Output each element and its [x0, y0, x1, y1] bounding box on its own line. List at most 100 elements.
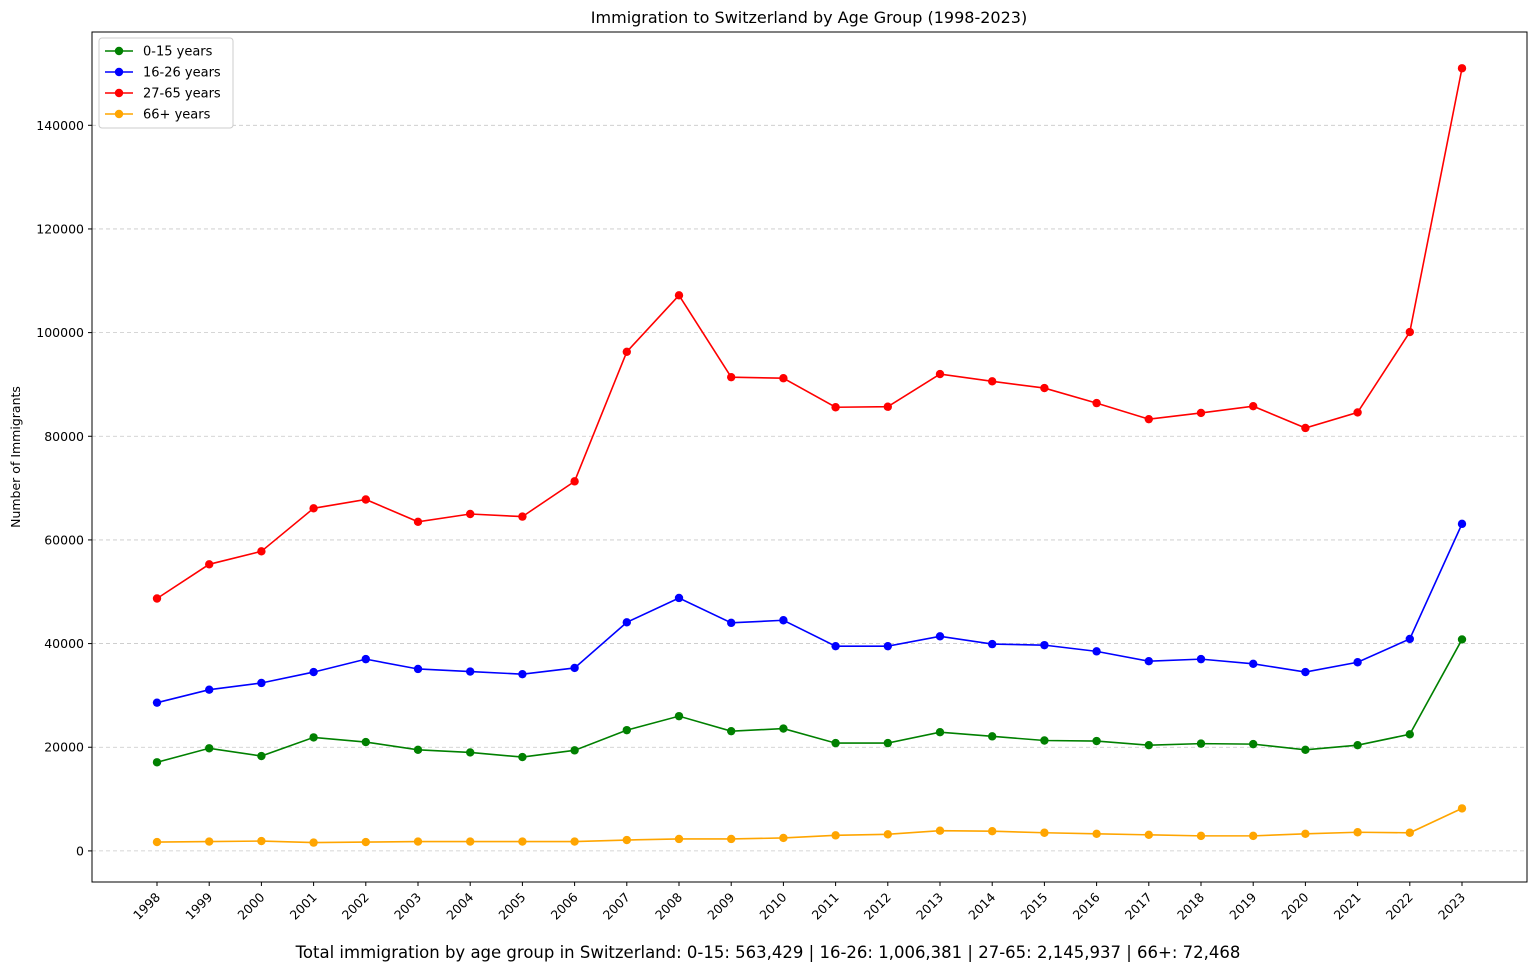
data-point [1249, 831, 1258, 841]
data-point [413, 517, 423, 526]
data-point [1353, 658, 1362, 667]
legend-label: 27-65 years [143, 87, 221, 102]
data-point [257, 678, 266, 688]
data-point [1301, 829, 1310, 838]
data-point [1092, 829, 1101, 838]
data-point [622, 618, 631, 627]
data-point [1144, 830, 1154, 840]
legend-marker [114, 109, 124, 119]
data-point [1196, 654, 1206, 664]
x-tick-label: 2023 [1435, 890, 1468, 923]
data-point [1457, 519, 1467, 529]
data-point [674, 834, 684, 844]
data-point [1040, 383, 1049, 393]
data-point [883, 402, 892, 411]
x-tick-label: 2020 [1278, 889, 1311, 922]
data-point [674, 711, 684, 721]
data-point [1249, 659, 1258, 668]
data-point [1040, 828, 1049, 837]
x-tick-label: 2011 [809, 890, 842, 923]
data-point [988, 732, 997, 741]
plot-area [91, 31, 1528, 883]
x-tick-label: 2008 [652, 889, 685, 922]
legend-box [98, 37, 234, 129]
data-point [1196, 831, 1206, 841]
data-point [257, 547, 266, 556]
y-tick-label: 100000 [36, 325, 84, 340]
data-point [1301, 423, 1310, 433]
legend-marker [114, 46, 124, 56]
data-point [988, 639, 997, 649]
legend-label: 66+ years [143, 108, 211, 123]
data-point [413, 745, 423, 755]
x-tick-label: 1999 [182, 889, 215, 922]
data-point [831, 738, 840, 748]
chart-title: Immigration to Switzerland by Age Group … [591, 8, 1027, 27]
data-point [1457, 64, 1467, 73]
data-point [779, 724, 788, 733]
x-tick-label: 2003 [391, 890, 424, 923]
data-point [309, 733, 318, 742]
data-point [361, 495, 370, 504]
data-point [152, 698, 162, 707]
data-point [518, 752, 527, 762]
data-point [361, 654, 370, 664]
data-point [152, 758, 162, 767]
data-point [518, 837, 527, 846]
data-point [727, 834, 736, 844]
legend: 0-15 years 16-26 years 27-65 years 66+ year… [98, 37, 234, 129]
x-tick-label: 2022 [1383, 890, 1416, 923]
data-point [309, 667, 318, 677]
legend-marker [114, 88, 124, 98]
y-tick-label: 140000 [36, 118, 84, 133]
x-tick-label: 2009 [704, 889, 737, 922]
data-point [309, 838, 318, 847]
data-point [831, 831, 840, 840]
data-point [1249, 739, 1258, 749]
x-tick-label: 2018 [1174, 889, 1207, 922]
x-tick-label: 2004 [443, 889, 476, 922]
data-point [466, 748, 475, 757]
data-point [622, 347, 631, 356]
data-point [1092, 736, 1101, 746]
data-point [1092, 647, 1101, 656]
y-tick-label: 60000 [44, 532, 84, 547]
data-point [570, 837, 579, 846]
data-point [1249, 402, 1258, 411]
total-immigration-summary: Total immigration by age group in Switze… [295, 943, 1241, 962]
x-tick-label: 2002 [339, 890, 372, 923]
data-point [466, 837, 475, 846]
x-tick-label: 1998 [130, 889, 163, 922]
data-point [988, 827, 997, 836]
data-point [466, 509, 475, 519]
data-point [1196, 739, 1206, 748]
data-point [935, 728, 945, 737]
data-point [727, 372, 736, 382]
x-axis-ticks: 1998 1999 2000 2001 2002 2003 2004 2005 2006 2007… [130, 882, 1468, 923]
data-point [1353, 408, 1362, 417]
y-gridlines [92, 124, 1527, 852]
data-point [1405, 327, 1415, 337]
series-2 [152, 64, 1467, 603]
data-point [257, 836, 266, 846]
data-point [205, 744, 214, 753]
y-tick-label: 120000 [36, 221, 84, 236]
data-point [674, 291, 684, 300]
data-point [779, 833, 788, 843]
x-tick-label: 2015 [1017, 890, 1050, 923]
data-point [727, 726, 736, 736]
data-point [1405, 634, 1415, 644]
data-point [935, 826, 945, 835]
x-tick-label: 2001 [287, 890, 320, 923]
data-point [257, 751, 266, 761]
x-tick-label: 2016 [1070, 889, 1103, 922]
data-point [883, 641, 892, 651]
data-point [674, 593, 684, 603]
data-point [361, 737, 370, 747]
data-point [466, 667, 475, 676]
series-line [156, 68, 1463, 600]
data-point [570, 663, 579, 673]
y-tick-label: 40000 [44, 636, 84, 651]
series-1 [152, 519, 1467, 707]
data-point [1040, 736, 1049, 745]
